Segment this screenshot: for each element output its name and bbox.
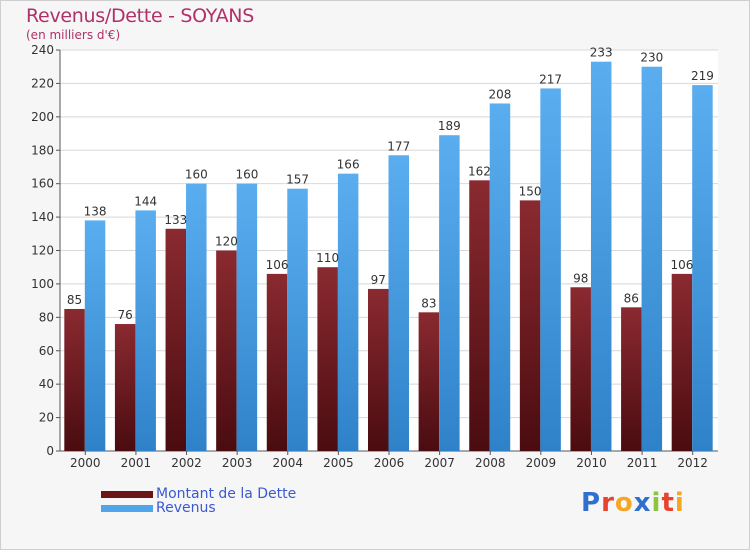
logo-letter: i bbox=[674, 488, 685, 518]
legend-item-debt: Montant de la Dette bbox=[101, 486, 296, 502]
y-tick-label: 40 bbox=[39, 377, 54, 391]
legend-label-debt: Montant de la Dette bbox=[156, 486, 297, 502]
logo-letter: t bbox=[661, 488, 675, 518]
x-tick-label-2006: 2006 bbox=[374, 456, 405, 470]
logo-letter: i bbox=[651, 488, 662, 518]
bar-dette-2000 bbox=[64, 308, 85, 451]
value-label-dette-2001: 76 bbox=[118, 308, 133, 322]
value-label-revenus-2006: 177 bbox=[387, 139, 410, 153]
y-tick-label: 140 bbox=[31, 210, 54, 224]
bar-revenus-2000 bbox=[84, 220, 106, 451]
bar-revenus-2006 bbox=[388, 155, 409, 451]
x-tick-label-2002: 2002 bbox=[171, 456, 202, 470]
value-label-revenus-2003: 160 bbox=[235, 168, 258, 182]
value-label-dette-2012: 106 bbox=[670, 258, 693, 272]
value-label-revenus-2004: 157 bbox=[286, 173, 309, 187]
legend-item-revenus: Revenus bbox=[101, 500, 216, 516]
y-tick-label: 0 bbox=[46, 444, 54, 458]
logo-letter: r bbox=[601, 488, 615, 518]
value-label-dette-2006: 97 bbox=[371, 273, 386, 287]
bar-revenus-2011 bbox=[641, 66, 663, 451]
legend-label-revenus: Revenus bbox=[156, 500, 216, 516]
y-tick-label: 120 bbox=[31, 244, 54, 258]
value-label-dette-2004: 106 bbox=[266, 258, 289, 272]
value-label-dette-2000: 85 bbox=[67, 293, 82, 307]
value-label-revenus-2010: 233 bbox=[590, 46, 613, 60]
value-label-dette-2005: 110 bbox=[316, 251, 339, 265]
value-label-dette-2009: 150 bbox=[519, 184, 542, 198]
bar-revenus-2010 bbox=[590, 61, 612, 452]
bar-dette-2010 bbox=[570, 287, 591, 451]
chart-title: Revenus/Dette - SOYANS bbox=[26, 5, 254, 27]
logo-letter: P bbox=[581, 488, 602, 518]
legend-swatch-revenus bbox=[101, 504, 153, 512]
bar-revenus-2009 bbox=[540, 88, 561, 451]
y-tick-label: 100 bbox=[31, 277, 54, 291]
bar-dette-2011 bbox=[621, 307, 642, 451]
bar-revenus-2012 bbox=[692, 85, 713, 452]
bar-layer bbox=[64, 61, 713, 452]
x-tick-label-2000: 2000 bbox=[70, 456, 101, 470]
bar-dette-2002 bbox=[165, 228, 187, 451]
y-tick-label: 180 bbox=[31, 143, 54, 157]
x-tick-label-2009: 2009 bbox=[526, 456, 557, 470]
bar-dette-2012 bbox=[671, 273, 693, 451]
bar-revenus-2007 bbox=[439, 135, 460, 451]
y-tick-label: 240 bbox=[31, 43, 54, 57]
legend-swatch-debt bbox=[101, 490, 153, 498]
bar-revenus-2002 bbox=[186, 183, 207, 451]
value-label-revenus-2005: 166 bbox=[337, 158, 360, 172]
y-tick-label: 20 bbox=[39, 411, 54, 425]
axis-layer: 0 20 40 60 80 100 120 140 160 180 200 220 240 2000 200… bbox=[31, 43, 718, 470]
x-tick-label-2011: 2011 bbox=[627, 456, 658, 470]
bar-dette-2009 bbox=[519, 200, 541, 451]
x-tick-label-2004: 2004 bbox=[272, 456, 303, 470]
x-tick-label-2012: 2012 bbox=[677, 456, 708, 470]
value-label-revenus-2012: 219 bbox=[691, 69, 714, 83]
value-label-revenus-2008: 208 bbox=[489, 87, 512, 101]
value-label-revenus-2002: 160 bbox=[185, 168, 208, 182]
bar-revenus-2008 bbox=[489, 103, 511, 451]
y-tick-label: 220 bbox=[31, 76, 54, 90]
value-label-revenus-2001: 144 bbox=[134, 194, 157, 208]
logo-letter: x bbox=[633, 488, 652, 518]
bar-dette-2006 bbox=[368, 288, 389, 451]
x-tick-label-2007: 2007 bbox=[424, 456, 455, 470]
value-label-dette-2007: 83 bbox=[421, 296, 436, 310]
value-label-dette-2011: 86 bbox=[624, 291, 639, 305]
y-tick-label: 200 bbox=[31, 110, 54, 124]
bar-dette-2008 bbox=[469, 180, 490, 451]
value-label-dette-2002: 133 bbox=[164, 213, 187, 227]
value-label-dette-2003: 120 bbox=[215, 235, 238, 249]
bar-revenus-2003 bbox=[236, 183, 258, 451]
bar-dette-2003 bbox=[216, 250, 237, 451]
value-label-revenus-2009: 217 bbox=[539, 72, 562, 86]
value-label-dette-2008: 162 bbox=[468, 164, 491, 178]
label-layer: 85 138 76 144 133 160 120 160 106 157 110 166 97 177 8… bbox=[67, 46, 714, 322]
value-label-revenus-2011: 230 bbox=[640, 51, 663, 65]
bar-dette-2007 bbox=[418, 312, 440, 451]
y-tick-label: 160 bbox=[31, 177, 54, 191]
y-tick-label: 80 bbox=[39, 310, 54, 324]
x-tick-label-2008: 2008 bbox=[475, 456, 506, 470]
bar-revenus-2005 bbox=[337, 173, 359, 451]
bar-dette-2001 bbox=[114, 324, 136, 451]
bar-revenus-2004 bbox=[287, 188, 308, 451]
x-tick-label-2005: 2005 bbox=[323, 456, 354, 470]
x-tick-label-2003: 2003 bbox=[222, 456, 253, 470]
bar-revenus-2001 bbox=[135, 210, 156, 451]
x-tick-label-2001: 2001 bbox=[121, 456, 152, 470]
x-tick-label-2010: 2010 bbox=[576, 456, 607, 470]
value-label-revenus-2000: 138 bbox=[84, 204, 107, 218]
logo-letter: o bbox=[614, 488, 634, 518]
bar-dette-2004 bbox=[266, 273, 288, 451]
bar-dette-2005 bbox=[317, 267, 338, 451]
value-label-revenus-2007: 189 bbox=[438, 119, 461, 133]
value-label-dette-2010: 98 bbox=[573, 271, 588, 285]
y-tick-label: 60 bbox=[39, 344, 54, 358]
chart-subtitle: (en milliers d'€) bbox=[26, 28, 121, 42]
